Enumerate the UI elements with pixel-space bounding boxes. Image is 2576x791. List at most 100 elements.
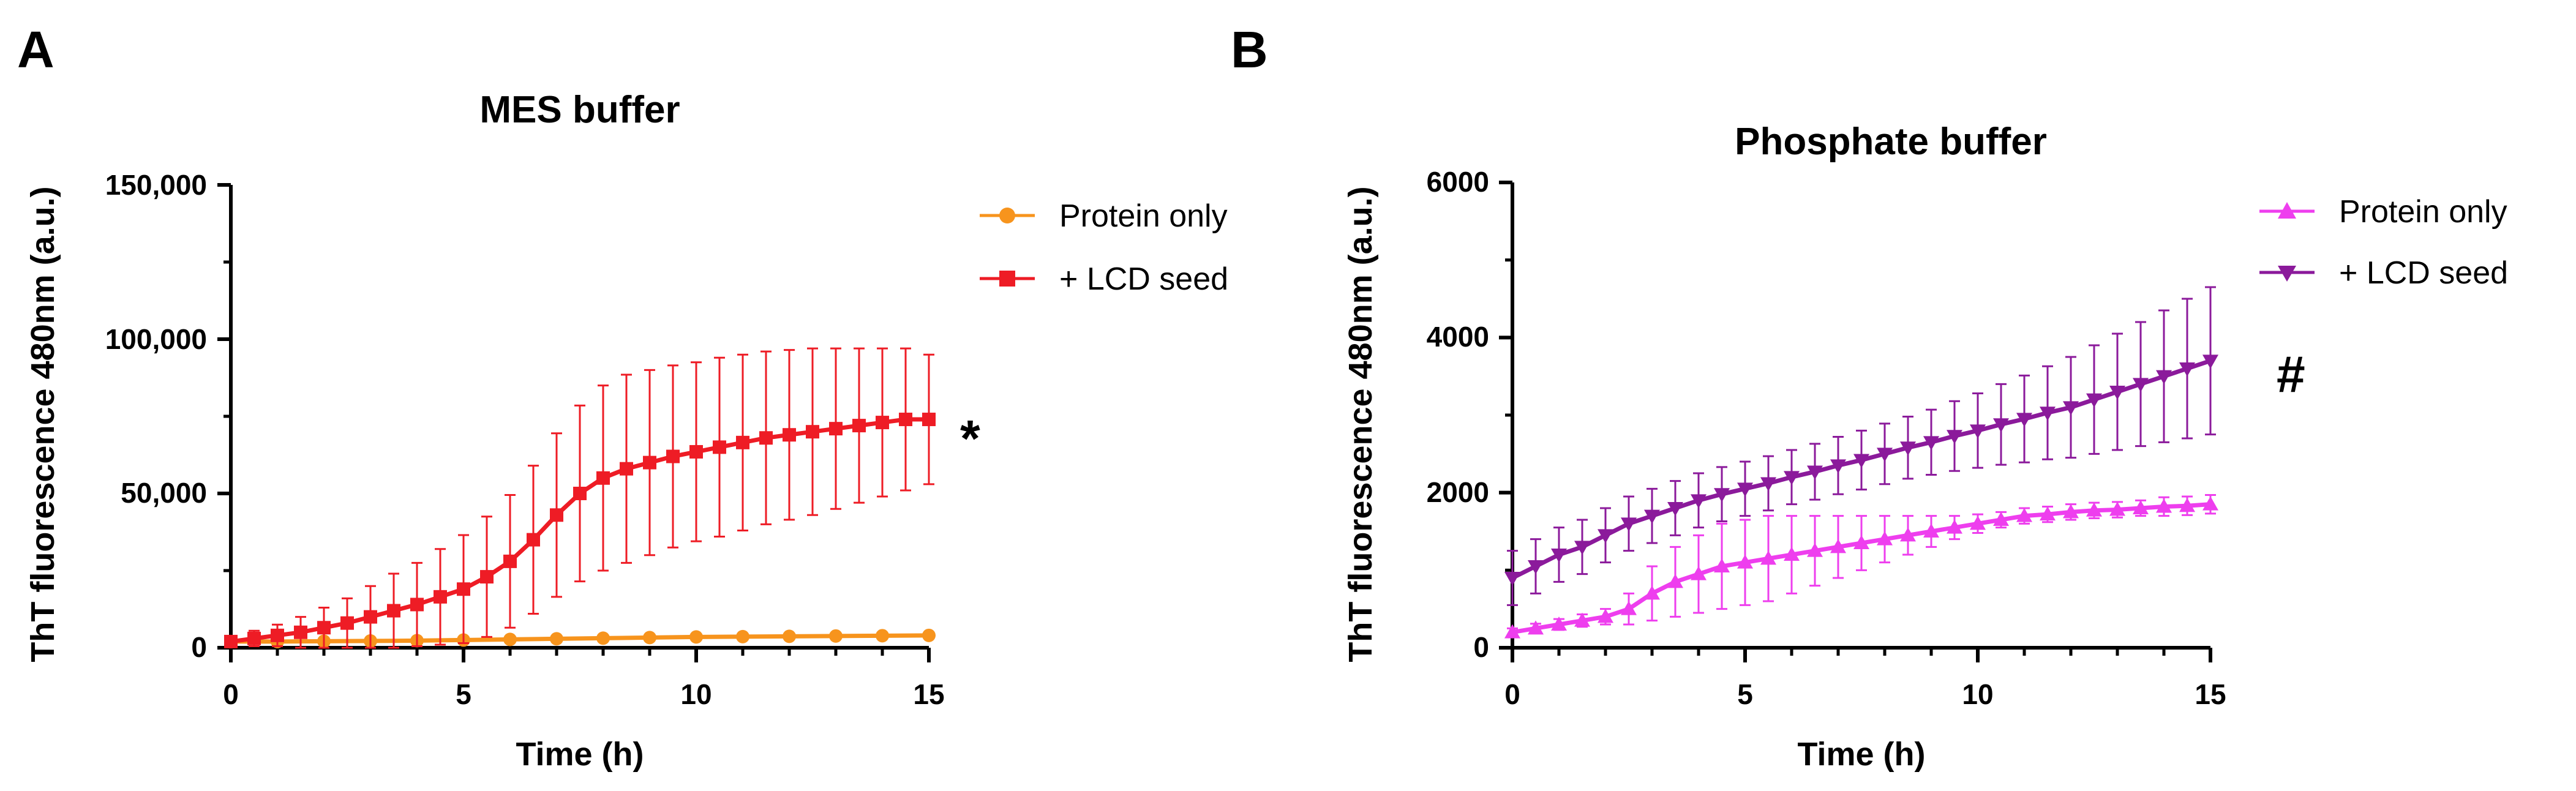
data-point bbox=[2063, 504, 2079, 519]
data-point bbox=[736, 435, 749, 449]
panel-b: B Phosphate buffer ThT fluorescence 480n… bbox=[1231, 21, 2508, 773]
data-point bbox=[1760, 477, 1776, 492]
legend-label: Protein only bbox=[1059, 198, 1228, 234]
data-point bbox=[1877, 448, 1893, 462]
data-point bbox=[224, 634, 238, 648]
data-point bbox=[2202, 354, 2218, 369]
data-point bbox=[503, 632, 517, 647]
panel-a-axes bbox=[217, 183, 931, 662]
data-point bbox=[1504, 572, 1520, 586]
data-point bbox=[689, 630, 703, 644]
panel-a: A MES buffer ThT fluorescence 480nm (a.u… bbox=[17, 21, 1228, 773]
data-point bbox=[876, 416, 889, 430]
panel-a-x-tick-label: 15 bbox=[913, 678, 944, 710]
data-point bbox=[689, 444, 703, 459]
data-point bbox=[1784, 547, 1800, 561]
data-point bbox=[271, 628, 284, 642]
panel-a-x-axis-label: Time (h) bbox=[516, 736, 644, 773]
panel-a-legend: Protein only + LCD seed bbox=[980, 198, 1228, 297]
data-point bbox=[410, 598, 424, 612]
data-point bbox=[736, 629, 749, 643]
legend-label: + LCD seed bbox=[1059, 261, 1228, 297]
panel-b-y-tick-label: 0 bbox=[1473, 631, 1489, 663]
data-point bbox=[1947, 430, 1962, 444]
data-point bbox=[783, 428, 796, 442]
data-point bbox=[1598, 529, 1613, 544]
data-point bbox=[550, 508, 563, 522]
data-point bbox=[2133, 378, 2149, 392]
data-point bbox=[1551, 617, 1567, 631]
data-point bbox=[527, 533, 540, 547]
data-point bbox=[922, 628, 936, 642]
series-lcd-seed bbox=[1504, 286, 2218, 606]
panel-a-x-tick-label: 10 bbox=[680, 678, 712, 710]
data-point bbox=[2040, 407, 2056, 421]
data-point bbox=[2016, 508, 2032, 522]
data-point bbox=[1574, 541, 1590, 555]
data-point bbox=[1714, 488, 1730, 503]
data-point bbox=[2202, 496, 2218, 511]
panel-b-title: Phosphate buffer bbox=[1735, 121, 2047, 163]
panel-a-plot-area bbox=[224, 347, 936, 649]
legend-marker-triangle-down bbox=[2278, 266, 2296, 282]
data-point bbox=[1737, 482, 1753, 497]
panel-b-x-tick-label: 0 bbox=[1504, 678, 1520, 710]
data-point bbox=[1970, 424, 1986, 439]
data-point bbox=[1667, 502, 1683, 516]
data-point bbox=[1528, 620, 1544, 635]
data-point bbox=[1877, 531, 1893, 545]
data-point bbox=[247, 631, 261, 645]
panel-b-plot-area bbox=[1504, 286, 2218, 639]
data-point bbox=[1900, 527, 1916, 542]
data-point bbox=[1784, 471, 1800, 485]
data-point bbox=[1923, 436, 1939, 451]
data-point bbox=[620, 462, 633, 476]
data-point bbox=[1993, 512, 2009, 526]
panel-b-axes bbox=[1499, 181, 2212, 662]
data-point bbox=[1621, 601, 1637, 615]
data-point bbox=[480, 570, 494, 584]
data-point bbox=[573, 487, 587, 500]
legend-label: Protein only bbox=[2339, 194, 2507, 230]
data-point bbox=[596, 631, 610, 645]
data-point bbox=[1807, 542, 1823, 557]
data-point bbox=[643, 455, 656, 470]
panel-b-y-tick-labels: 0 2000 4000 6000 bbox=[1427, 166, 1489, 663]
data-point bbox=[1691, 494, 1707, 509]
data-point bbox=[2109, 386, 2125, 400]
data-point bbox=[922, 413, 936, 427]
panel-b-letter: B bbox=[1231, 21, 1268, 78]
series-lcd-seed bbox=[224, 347, 936, 649]
panel-b-y-axis-label: ThT fluorescence 480nm (a.u.) bbox=[1342, 186, 1379, 662]
data-point bbox=[340, 616, 354, 630]
panel-a-y-tick-label: 50,000 bbox=[121, 477, 207, 509]
data-point bbox=[2156, 370, 2172, 384]
data-point bbox=[1621, 517, 1637, 532]
data-point bbox=[1993, 418, 2009, 433]
series-protein-only bbox=[1504, 493, 2218, 639]
data-point bbox=[759, 431, 773, 445]
panel-a-y-tick-label: 150,000 bbox=[105, 169, 207, 201]
data-point bbox=[852, 419, 866, 433]
panel-b-x-tick-label: 10 bbox=[1962, 678, 1993, 710]
data-point bbox=[829, 422, 843, 436]
data-point bbox=[783, 629, 796, 643]
panel-b-x-axis-label: Time (h) bbox=[1797, 736, 1925, 773]
data-point bbox=[1923, 523, 1939, 538]
legend-item-lcd-seed: + LCD seed bbox=[2259, 255, 2508, 291]
data-point bbox=[1504, 624, 1520, 639]
data-point bbox=[1714, 558, 1730, 572]
data-point bbox=[1691, 566, 1707, 580]
data-point bbox=[1807, 465, 1823, 480]
panel-a-letter: A bbox=[17, 21, 54, 78]
data-point bbox=[2179, 498, 2195, 512]
data-point bbox=[1528, 560, 1544, 574]
panel-a-y-tick-labels: 0 50,000 100,000 150,000 bbox=[105, 169, 207, 663]
data-point bbox=[387, 604, 400, 618]
data-point bbox=[596, 471, 610, 485]
legend-item-protein-only: Protein only bbox=[980, 198, 1228, 234]
panel-b-x-tick-label: 5 bbox=[1737, 678, 1753, 710]
panel-b-x-tick-labels: 0 5 10 15 bbox=[1504, 678, 2226, 710]
panel-a-x-tick-label: 0 bbox=[223, 678, 239, 710]
